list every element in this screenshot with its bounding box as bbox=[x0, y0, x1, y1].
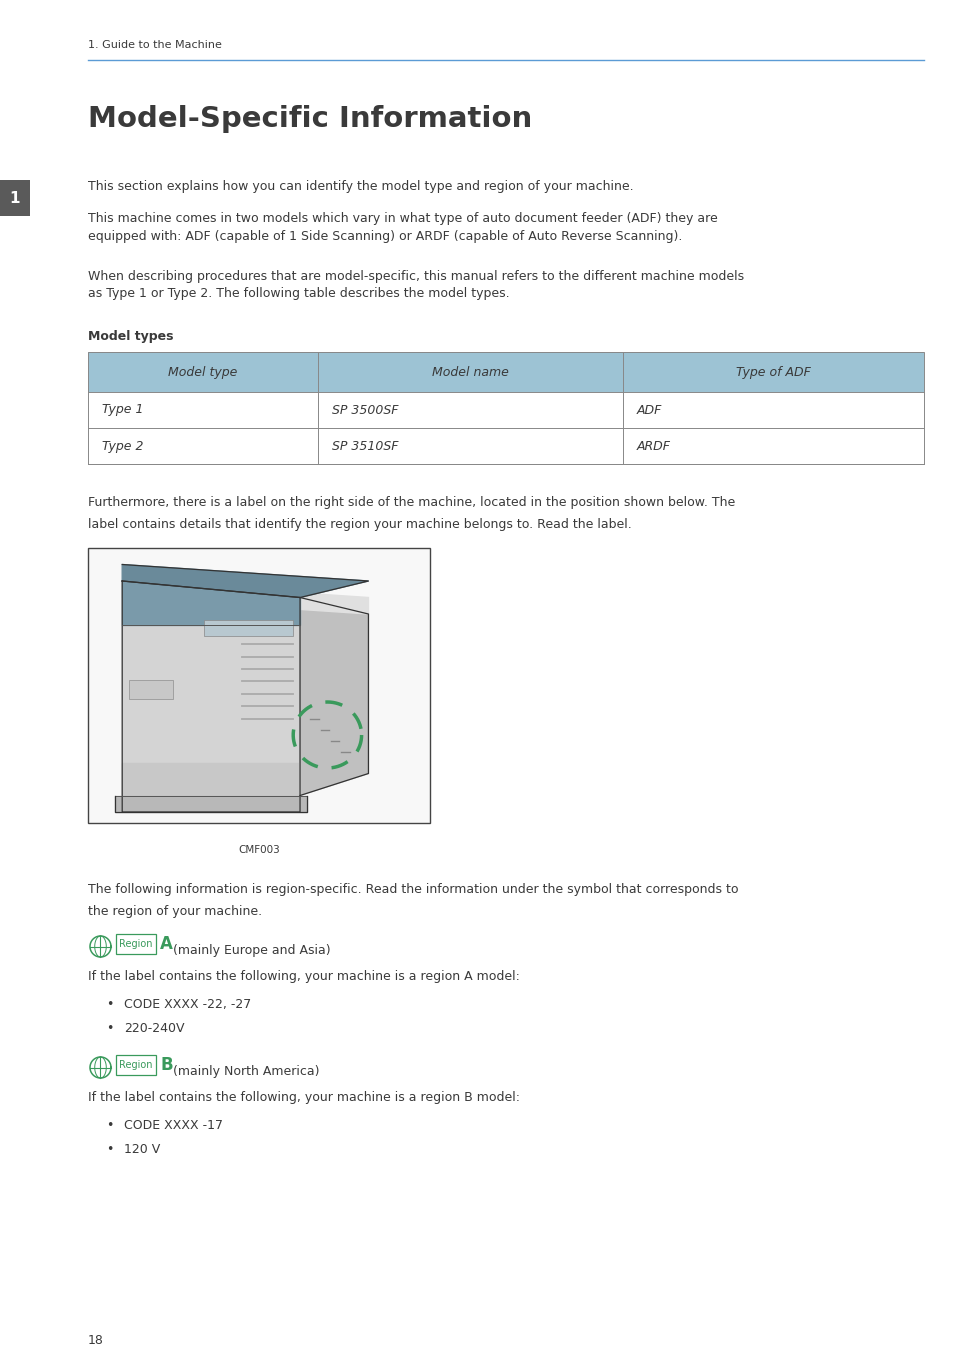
Text: CODE XXXX -22, -27: CODE XXXX -22, -27 bbox=[124, 998, 251, 1011]
Text: Type 2: Type 2 bbox=[102, 440, 143, 452]
Polygon shape bbox=[122, 565, 368, 597]
Text: (mainly Europe and Asia): (mainly Europe and Asia) bbox=[172, 944, 331, 957]
Text: 1: 1 bbox=[10, 191, 20, 206]
Text: •: • bbox=[106, 998, 113, 1011]
Bar bbox=[129, 680, 173, 699]
Text: CMF003: CMF003 bbox=[238, 845, 279, 854]
Text: the region of your machine.: the region of your machine. bbox=[88, 904, 262, 918]
Text: Type of ADF: Type of ADF bbox=[736, 366, 810, 379]
Text: ADF: ADF bbox=[637, 403, 661, 417]
Text: Model-Specific Information: Model-Specific Information bbox=[88, 106, 532, 133]
Text: The following information is region-specific. Read the information under the sym: The following information is region-spec… bbox=[88, 883, 738, 896]
Text: CODE XXXX -17: CODE XXXX -17 bbox=[124, 1118, 223, 1132]
Text: Model types: Model types bbox=[88, 330, 173, 343]
Text: This machine comes in two models which vary in what type of auto document feeder: This machine comes in two models which v… bbox=[88, 213, 717, 242]
Text: 120 V: 120 V bbox=[124, 1143, 160, 1156]
Text: (mainly North America): (mainly North America) bbox=[172, 1066, 319, 1078]
Text: B: B bbox=[160, 1056, 172, 1074]
Text: Furthermore, there is a label on the right side of the machine, located in the p: Furthermore, there is a label on the rig… bbox=[88, 496, 735, 509]
Text: Region: Region bbox=[119, 1060, 152, 1070]
Text: Model name: Model name bbox=[432, 366, 508, 379]
Text: 1. Guide to the Machine: 1. Guide to the Machine bbox=[88, 41, 222, 50]
Polygon shape bbox=[122, 581, 368, 613]
Text: SP 3510SF: SP 3510SF bbox=[332, 440, 398, 452]
Text: 220-240V: 220-240V bbox=[124, 1022, 184, 1034]
Text: Region: Region bbox=[119, 938, 152, 949]
Text: If the label contains the following, your machine is a region A model:: If the label contains the following, you… bbox=[88, 969, 519, 983]
FancyBboxPatch shape bbox=[116, 934, 156, 953]
Bar bbox=[0, 180, 30, 217]
Polygon shape bbox=[300, 597, 368, 796]
Text: This section explains how you can identify the model type and region of your mac: This section explains how you can identi… bbox=[88, 180, 633, 194]
Bar bbox=[88, 428, 923, 464]
Text: When describing procedures that are model-specific, this manual refers to the di: When describing procedures that are mode… bbox=[88, 269, 743, 301]
Bar bbox=[88, 548, 430, 823]
Text: A: A bbox=[160, 934, 172, 953]
Polygon shape bbox=[122, 597, 300, 796]
Bar bbox=[204, 620, 293, 636]
Text: label contains details that identify the region your machine belongs to. Read th: label contains details that identify the… bbox=[88, 519, 631, 531]
Text: •: • bbox=[106, 1143, 113, 1156]
Polygon shape bbox=[122, 762, 300, 796]
Text: Type 1: Type 1 bbox=[102, 403, 143, 417]
Polygon shape bbox=[115, 796, 307, 812]
FancyBboxPatch shape bbox=[116, 1055, 156, 1075]
Bar bbox=[88, 393, 923, 428]
Text: Model type: Model type bbox=[168, 366, 237, 379]
Bar bbox=[88, 352, 923, 464]
Text: •: • bbox=[106, 1022, 113, 1034]
Bar bbox=[88, 352, 923, 393]
Polygon shape bbox=[122, 581, 300, 626]
Text: •: • bbox=[106, 1118, 113, 1132]
Text: 18: 18 bbox=[88, 1334, 104, 1347]
Text: If the label contains the following, your machine is a region B model:: If the label contains the following, you… bbox=[88, 1091, 519, 1104]
Text: ARDF: ARDF bbox=[637, 440, 670, 452]
Text: SP 3500SF: SP 3500SF bbox=[332, 403, 398, 417]
